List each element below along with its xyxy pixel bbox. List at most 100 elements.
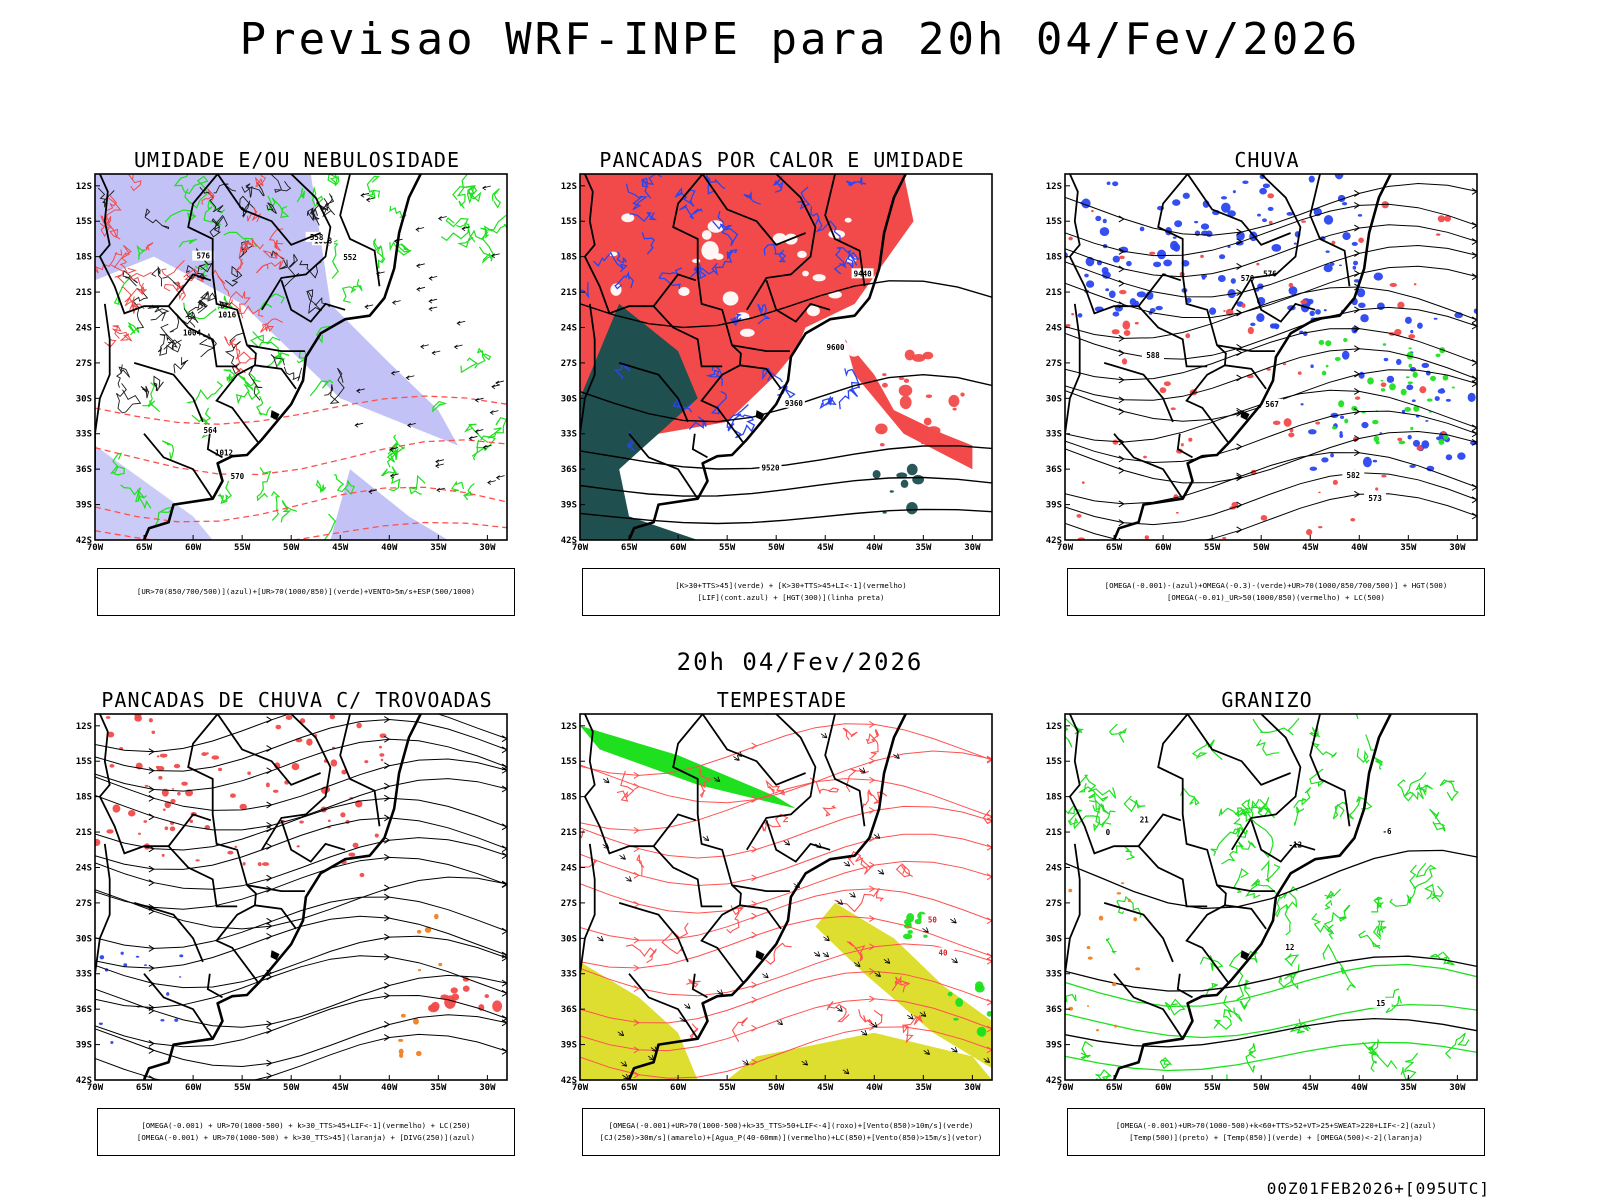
lat-label: 27S [561, 899, 577, 909]
temp500-contour [1065, 849, 1477, 910]
green-contour [463, 185, 482, 203]
blue-cell [1085, 280, 1095, 288]
legend-line-1: [OMEGA(-0.001)+UR>70(1000-500)+k<60+TTS>… [1115, 1121, 1437, 1130]
red-cell [1354, 396, 1361, 400]
wind-area [580, 725, 796, 809]
lon-label: 45W [332, 1083, 349, 1093]
red-cell [105, 716, 111, 719]
streamline-arrow [1471, 316, 1477, 324]
blue-cell [1329, 262, 1335, 266]
lat-label: 12S [1046, 182, 1062, 192]
lif-contour [674, 187, 696, 207]
red-cell [1260, 514, 1268, 521]
green-contour [120, 484, 145, 503]
green-contour [472, 439, 489, 461]
red-cell [177, 791, 181, 796]
white-gap [678, 286, 690, 297]
contour-label-bg [199, 424, 222, 435]
blue-cell [1286, 212, 1294, 216]
blue-cell [1077, 313, 1083, 318]
green-cell [1413, 405, 1420, 412]
contour-label: 9360 [785, 399, 804, 408]
omega-cell [1086, 1005, 1090, 1007]
lat-label: 21S [76, 828, 92, 838]
red-cell [227, 850, 234, 855]
border-line [1231, 714, 1302, 851]
contour-label-bg [782, 397, 805, 408]
blue-cell [1373, 272, 1383, 281]
streamline-arrow [1354, 435, 1361, 442]
red-cell [1256, 262, 1260, 266]
lat-label: 33S [76, 430, 92, 440]
green-contour [487, 416, 507, 439]
wind-arrow [482, 185, 491, 191]
border-line [339, 174, 381, 287]
red-cell [169, 826, 176, 832]
red-cell [1121, 358, 1128, 365]
green-contour [311, 186, 324, 208]
streamline-arrow [266, 1072, 273, 1080]
black-contour [144, 208, 170, 230]
red-contour [211, 269, 230, 297]
water-contour [903, 1014, 924, 1026]
temp500-contour [1065, 955, 1477, 992]
wind-vector [860, 1029, 868, 1036]
streamline-arrow [1471, 222, 1477, 229]
green-contour [450, 480, 465, 491]
red-cell [379, 753, 385, 757]
legend-line-2: [Temp(500)](preto) + [Temp(850)](verde) … [1129, 1133, 1423, 1142]
streamline [1065, 203, 1477, 257]
lat-label: 27S [1046, 899, 1062, 909]
border-line [246, 344, 305, 352]
green-contour [460, 357, 478, 373]
blue-cell [1351, 241, 1358, 246]
red-cell [234, 845, 238, 848]
blue-cell [1410, 329, 1414, 334]
green-contour [161, 440, 175, 461]
blue-cell [1112, 255, 1120, 263]
contour-label-bg [932, 947, 955, 958]
contour-label: 588 [1146, 351, 1160, 360]
lc-streamline-arrow [986, 817, 992, 825]
blue-cell [1445, 398, 1451, 402]
green-contour [142, 382, 161, 413]
lif-contour [614, 271, 634, 290]
red-contour [110, 264, 125, 284]
red-cell [1241, 303, 1246, 308]
lc-streamline-arrow [633, 1046, 640, 1054]
omega-cell [1135, 967, 1141, 971]
streamline-arrow [1118, 408, 1125, 415]
border-line [731, 344, 790, 352]
wind-vector [619, 854, 626, 860]
green-contour [389, 205, 407, 220]
green-contour [184, 188, 208, 209]
legend-line-1: [OMEGA(-0.001) + UR>70(1000-500) + k>30_… [141, 1121, 471, 1130]
temp850-contour [1419, 784, 1433, 796]
red-contour [121, 286, 146, 303]
green-contour [452, 185, 475, 205]
wind-cell [947, 991, 953, 997]
temp850-contour [1284, 953, 1300, 967]
lat-label: 30S [76, 394, 92, 404]
legend-line-2: [OMEGA(-0.001) + UR>70(1000-500) + k>30_… [136, 1133, 476, 1142]
blue-cell [1308, 429, 1317, 435]
lif-contour [730, 313, 742, 327]
streamline-arrow [1354, 325, 1361, 332]
wind-vector [907, 1013, 914, 1020]
lat-label: 21S [561, 828, 577, 838]
green-contour [445, 217, 469, 228]
wind-arrow [436, 487, 446, 493]
red-cell [1091, 209, 1094, 213]
lon-label: 55W [1204, 1083, 1221, 1093]
red-cell [1288, 282, 1294, 288]
panel-title: CHUVA [1234, 148, 1300, 172]
streamline [95, 896, 507, 949]
contour-label: 0 [1106, 828, 1111, 837]
temp850-contour [1310, 742, 1337, 759]
wind-vector [702, 835, 710, 842]
blue-cell [1112, 311, 1120, 317]
border-line [746, 174, 817, 311]
streamline [1065, 452, 1477, 505]
red-cell [380, 758, 384, 762]
red-cell [1267, 193, 1275, 199]
